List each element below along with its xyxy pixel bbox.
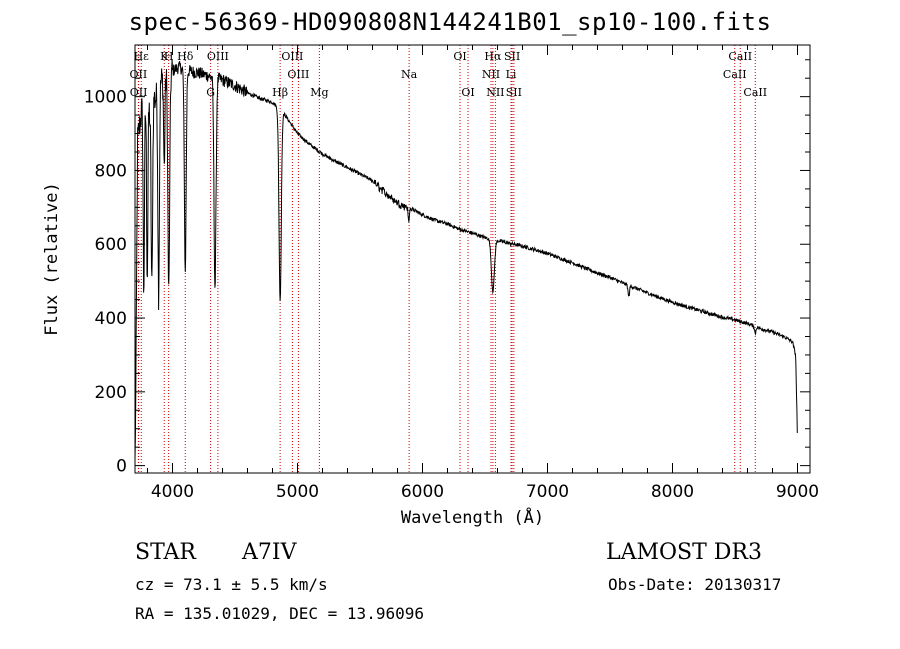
x-tick-label: 4000	[151, 482, 194, 502]
x-tick-label: 7000	[526, 482, 569, 502]
emission-line-markers	[137, 45, 756, 473]
x-tick-label: 8000	[651, 482, 694, 502]
redshift-value: cz = 73.1 ± 5.5 km/s	[135, 575, 328, 594]
line-marker-label: CaII	[728, 50, 752, 63]
line-marker-label: Hε	[134, 50, 150, 63]
survey-name: LAMOST DR3	[606, 540, 762, 565]
line-marker-label: NII	[486, 86, 504, 99]
spectrum-series	[134, 59, 798, 461]
line-marker-label: Mg	[310, 86, 328, 99]
line-marker-label: H	[164, 50, 174, 63]
plot-frame	[134, 44, 811, 474]
line-marker-label: OII	[130, 68, 148, 81]
chart-title: spec-56369-HD090808N144241B01_sp10-100.f…	[128, 8, 772, 36]
line-marker-label: Hβ	[272, 86, 288, 99]
plot-axes: 4000 5000 6000 7000 8000 9000 0 200 400 600 800 100…	[42, 44, 819, 528]
object-subclass: A7IV	[242, 540, 297, 565]
line-marker-label: OIII	[207, 50, 229, 63]
x-tick-label: 9000	[776, 482, 819, 502]
y-tick-label: 0	[116, 457, 127, 477]
object-class: STAR	[135, 540, 196, 565]
line-marker-label: Na	[401, 68, 418, 81]
line-marker-label: SII	[506, 86, 522, 99]
line-marker-label: OII	[130, 86, 148, 99]
y-tick-label: 1000	[84, 88, 127, 108]
line-marker-label: G	[206, 86, 215, 99]
obs-date: Obs-Date: 20130317	[608, 575, 782, 594]
line-marker-label: K	[160, 50, 169, 63]
line-marker-label: SII	[504, 50, 520, 63]
y-tick-label: 800	[95, 161, 127, 181]
line-marker-label: Hδ	[177, 50, 194, 63]
y-tick-label: 200	[95, 383, 127, 403]
line-marker-label: OIII	[287, 68, 309, 81]
line-marker-label: Hα	[484, 50, 502, 63]
line-marker-label: OI	[461, 86, 474, 99]
y-tick-label: 600	[95, 235, 127, 255]
line-marker-label: OI	[453, 50, 466, 63]
line-marker-label: NII	[482, 68, 500, 81]
line-marker-label: CaII	[743, 86, 767, 99]
x-axis-label: Wavelength (Å)	[401, 506, 544, 528]
x-tick-label: 5000	[276, 482, 319, 502]
y-tick-label: 400	[95, 309, 127, 329]
line-marker-label: CaII	[723, 68, 747, 81]
y-axis-label: Flux (relative)	[42, 182, 62, 336]
line-marker-label: Li	[506, 68, 517, 81]
line-marker-label: OIII	[281, 50, 303, 63]
coordinates: RA = 135.01029, DEC = 13.96096	[135, 604, 424, 623]
spectrum-line	[134, 59, 798, 461]
x-tick-label: 6000	[401, 482, 444, 502]
